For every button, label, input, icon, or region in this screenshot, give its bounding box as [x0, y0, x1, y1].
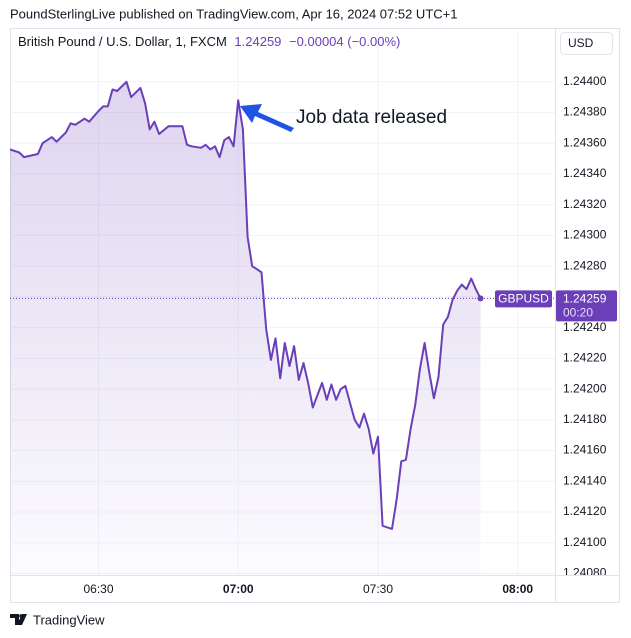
symbol-header: British Pound / U.S. Dollar, 1, FXCM 1.2… [18, 34, 400, 49]
plot [10, 80, 555, 575]
x-tick-label: 06:30 [83, 582, 113, 596]
y-tick-label: 1.24380 [563, 105, 607, 119]
y-tick-label: 1.24280 [563, 258, 607, 272]
y-tick-label: 1.24160 [563, 443, 607, 457]
y-tick-label: 1.24400 [563, 74, 607, 88]
y-axis: 1.24080 1.24100 1.24120 1.24140 1.24160 1.241… [563, 74, 607, 580]
symbol-change: −0.00004 (−0.00%) [289, 34, 400, 49]
x-tick-label: 08:00 [502, 582, 533, 596]
symbol-price: 1.24259 [234, 34, 281, 49]
footer-logo [10, 614, 27, 625]
y-tick-label: 1.24080 [563, 566, 607, 580]
price-line [10, 80, 482, 530]
annotation-arrow [240, 104, 294, 132]
price-badge-label: 1.24259 [563, 292, 607, 306]
x-tick-label: 07:00 [223, 582, 254, 596]
y-tick-label: 1.24180 [563, 412, 607, 426]
y-tick-label: 1.24320 [563, 197, 607, 211]
y-tick-label: 1.24100 [563, 535, 607, 549]
symbol-title: British Pound / U.S. Dollar, 1, FXCM [18, 34, 227, 49]
y-tick-label: 1.24340 [563, 166, 607, 180]
x-axis: 06:30 07:00 07:30 08:00 [83, 582, 533, 596]
y-tick-label: 1.24140 [563, 473, 607, 487]
price-badge [556, 290, 617, 322]
countdown-label: 00:20 [563, 306, 593, 320]
area [10, 81, 481, 575]
footer-brand: TradingView [33, 612, 105, 627]
annotation: Job data released [296, 107, 447, 128]
y-tick-label: 1.24220 [563, 351, 607, 365]
y-tick-label: 1.24200 [563, 381, 607, 395]
symbol-badge [495, 290, 552, 308]
currency-box [560, 32, 613, 55]
symbol-badge-label: GBPUSD [498, 292, 549, 306]
y-tick-label: 1.24360 [563, 135, 607, 149]
x-tick-label: 07:30 [363, 582, 393, 596]
last-point [477, 295, 484, 302]
y-tick-label: 1.24300 [563, 228, 607, 242]
currency: USD [568, 36, 594, 50]
publisher: PoundSterlingLive published on TradingVi… [10, 6, 457, 21]
y-tick-label: 1.24240 [563, 320, 607, 334]
y-tick-label: 1.24120 [563, 504, 607, 518]
